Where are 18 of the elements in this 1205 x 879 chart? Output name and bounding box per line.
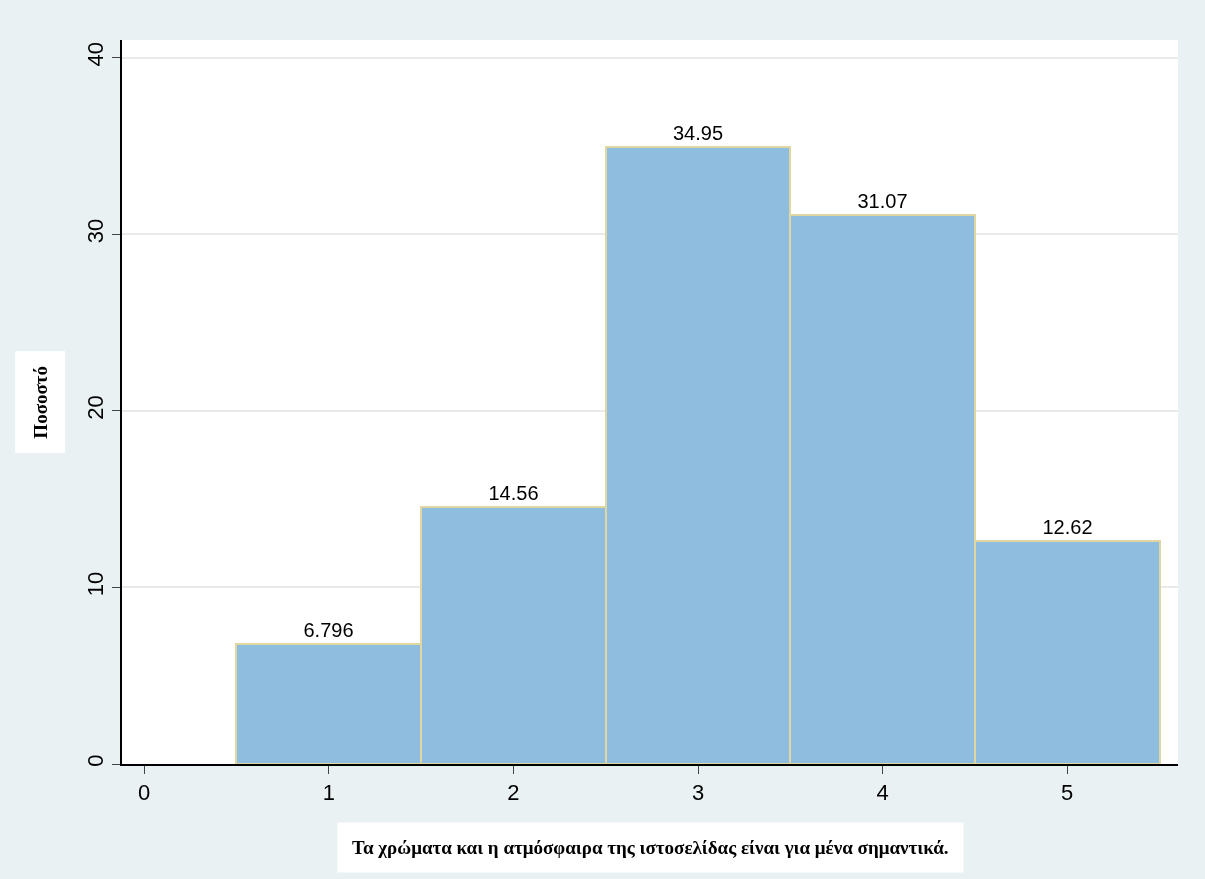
x-tick-label: 0 xyxy=(138,780,151,806)
y-tick-label: 40 xyxy=(83,42,109,67)
x-tick-label: 3 xyxy=(691,780,705,806)
y-axis-title: Ποσοστό xyxy=(29,365,51,439)
x-tick-label: 2 xyxy=(507,780,520,806)
x-tick-label: 4 xyxy=(876,780,889,806)
y-tick-label: 20 xyxy=(83,395,109,420)
data-label: 6.796 xyxy=(303,619,354,641)
y-tick-label: 0 xyxy=(83,754,109,767)
y-tick-label: 10 xyxy=(83,571,109,597)
data-label: 14.56 xyxy=(488,482,539,504)
x-axis-title: Τα χρώματα και η ατμόσφαιρα της ιστοσελίδας είναι για μένα σημαντικά. xyxy=(352,837,949,858)
x-tick-label: 5 xyxy=(1061,780,1074,806)
y-tick-label: 30 xyxy=(83,218,109,244)
data-label: 31.07 xyxy=(857,190,908,212)
data-label: 12.62 xyxy=(1042,516,1093,538)
data-label: 34.95 xyxy=(672,122,724,144)
x-tick-label: 1 xyxy=(322,780,335,806)
